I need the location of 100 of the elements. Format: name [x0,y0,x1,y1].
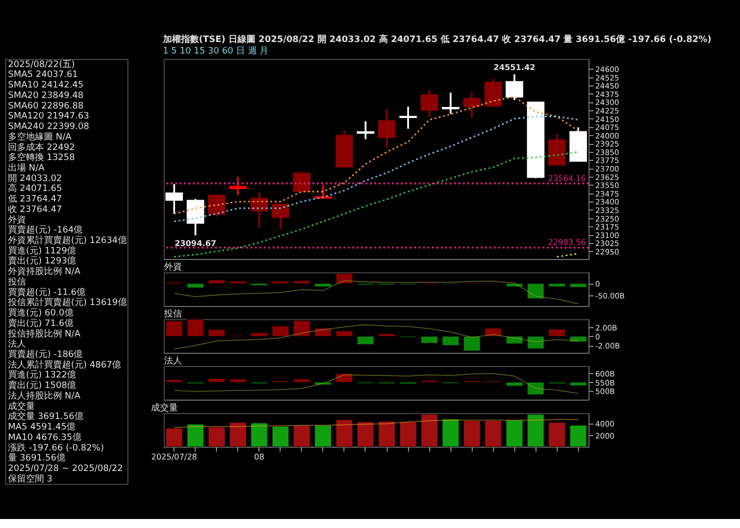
candlestick [293,170,311,192]
text: MA5 4591.45億 [8,422,76,433]
candlestick [250,191,268,229]
bar [548,328,566,337]
text: SMA5 24037.61 [8,70,78,80]
text: 買進(元) 1129億 [8,245,76,256]
text: 投信累計買賣超(元) 13619億 [6,297,127,308]
text: SMA240 22399.08 [8,122,90,132]
bar [186,283,204,288]
bar [357,336,374,345]
text: MA10 4676.35億 [8,432,82,443]
x-tick-label: 08 [254,452,264,462]
bar [272,280,290,284]
bar [420,336,438,344]
candlestick [506,73,524,101]
bar [506,336,523,344]
text: 賣出(元) 71.6億 [8,318,74,329]
text: 成交量 3691.56億 [8,411,84,422]
bar [293,378,310,382]
bar [506,382,523,386]
x-tick-label: 2025/07/28 [151,452,198,462]
annotation: 24551.42 [494,62,536,72]
candlestick [165,183,183,215]
text: 多空轉換 13258 [8,152,76,164]
candlestick [378,108,396,149]
bar [229,280,246,284]
text: 開 24033.02 [8,172,62,184]
text: 買賣超(元) -11.6億 [8,286,86,298]
text: 保留空間 3 [8,473,52,484]
chart-title: 法人 [164,356,182,367]
chart-title: 外資 [164,262,182,273]
bar [208,280,226,284]
candlestick [484,78,502,108]
bar [570,283,587,288]
bar [527,283,544,299]
candlestick [399,106,417,130]
bar [314,382,332,385]
text: 成交量 [8,400,35,412]
text: 收 23764.47 [8,204,62,215]
text: SMA120 21947.63 [8,112,90,122]
candlestick [442,92,460,115]
text: 回多成本 22492 [8,142,75,153]
text: 低 23764.47 [8,194,62,205]
bar [208,378,226,382]
candlestick [229,176,247,196]
candlestick [272,203,290,230]
bar [570,382,587,386]
candlestick [463,92,481,119]
bar [250,332,268,337]
bar [229,378,246,382]
text: 漲跌 -197.66 (-0.82%) [8,442,104,454]
bar [293,280,310,284]
text: 賣出(元) 1293億 [8,256,76,267]
text: SMA10 24142.45 [8,80,84,91]
text: 出場 N/A [8,162,44,174]
text: 高 24071.65 [8,183,62,194]
bar [527,336,544,349]
chart-title: 投信 [162,308,182,320]
ref-line-label: 22983.56 [548,238,586,247]
annotation: 23094.67 [174,238,216,248]
bar [314,328,332,337]
chart-title: 成交量 [150,402,178,414]
text: 法人 [8,338,26,350]
bar [314,283,332,287]
text: 外資累計買賣超(元) 12634億 [8,235,127,246]
text: 買賣超(元) -186億 [8,349,83,360]
bar [463,336,480,352]
text: 外資 [8,214,26,226]
ref-line-label: 23564.16 [548,174,586,183]
bar [336,373,353,382]
text: 外資持股比例 N/A [8,266,80,278]
bar [484,328,502,337]
text: 賣出(元) 1508億 [8,380,76,392]
text: 法人持股比例 N/A [8,390,80,402]
bar [336,330,353,337]
chart-subtitle: 1 5 10 15 30 60 日 週 月 [162,46,269,57]
bar [548,283,566,287]
bar [378,333,396,337]
bar [527,382,544,395]
text: 投信 [6,276,26,288]
chart-title: 加權指數(TSE) 日線圖 2025/08/22 開 24033.02 高 24071.65 低 23764.47 收 23764.47 量 3691.56億 -197.66 (-0.82%) [162,34,712,46]
bar [442,336,460,346]
candlestick [208,194,226,218]
text: 買進(元) 60.0億 [8,308,74,319]
candlestick [420,90,438,118]
text: 多空地緣圖 N/A [8,131,72,142]
text: SMA20 23849.48 [8,90,84,101]
text: 買進(元) 1322億 [8,370,76,381]
bar [570,336,587,342]
text: SMA60 22896.88 [8,101,84,112]
candlestick [186,198,204,236]
bar [208,329,226,337]
text: 法人累計買賣超(元) 4867億 [8,359,122,370]
text: 2025/08/22(五) [8,60,75,70]
bar [272,326,290,337]
text: 買賣超(元) -164億 [8,224,83,236]
bar [506,283,523,287]
text: 量 3691.56億 [8,452,66,464]
text: 投信持股比例 N/A [6,328,80,340]
text: 2025/07/28 ~ 2025/08/22 [8,464,123,474]
